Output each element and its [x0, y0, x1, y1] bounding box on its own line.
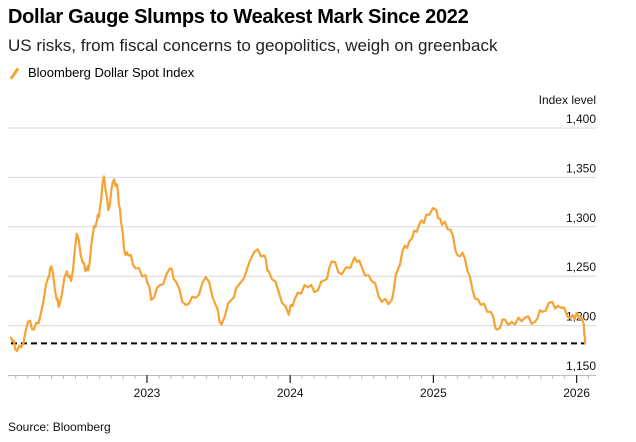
series-group	[9, 175, 587, 353]
x-tick-label: 2023	[134, 386, 161, 400]
x-axis: 2023 2024 2025 2026	[8, 375, 596, 400]
source-note: Source: Bloomberg	[8, 420, 111, 434]
y-tick-label: 1,250	[566, 260, 596, 274]
y-tick-label: 1,400	[566, 112, 596, 126]
chart-subtitle: US risks, from fiscal concerns to geopol…	[8, 36, 498, 55]
series-line	[9, 175, 587, 353]
x-tick-label: 2026	[563, 386, 590, 400]
x-tick-label: 2025	[420, 386, 447, 400]
legend: Bloomberg Dollar Spot Index	[8, 65, 194, 80]
chart-title: Dollar Gauge Slumps to Weakest Mark Sinc…	[8, 6, 469, 28]
x-tick-label: 2024	[277, 386, 304, 400]
y-tick-label: 1,300	[566, 211, 596, 225]
y-tick-label: 1,350	[566, 161, 596, 175]
gridlines	[8, 127, 596, 327]
y-tick-label: 1,150	[566, 359, 596, 373]
y-axis-title: Index level	[539, 93, 596, 107]
legend-label: Bloomberg Dollar Spot Index	[28, 65, 195, 80]
